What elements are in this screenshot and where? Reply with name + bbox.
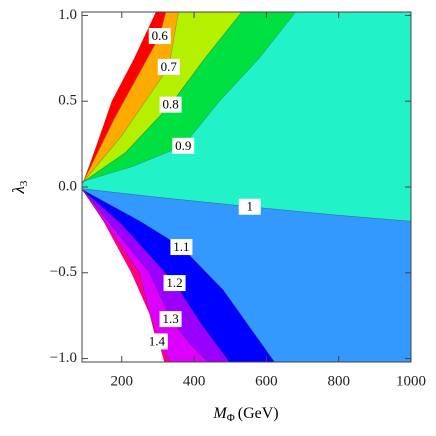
contour-label-text: 0.9 [175, 138, 191, 153]
contour-line [81, 11, 167, 185]
plot-area: 0.6 0.7 0.8 0.9 1 1.1 1.2 1.3 1.4 [81, 11, 412, 363]
y-label-subscript: 3 [18, 180, 30, 186]
contour-label-text: 0.8 [162, 97, 178, 112]
contour-label: 0.9 [172, 137, 195, 154]
contour-label-text: 1.4 [149, 333, 166, 348]
contour-line [81, 11, 179, 184]
x-tick-label: 600 [255, 373, 278, 389]
contour-label: 1.3 [159, 311, 182, 328]
contour-label: 0.7 [157, 58, 180, 75]
contour-label-text: 0.6 [152, 28, 169, 43]
y-tick-label: 1.0 [58, 7, 77, 23]
contour-label-box [170, 239, 193, 256]
x-axis-label: MΦ (GeV) [212, 405, 278, 424]
contour-label-text: 1.3 [162, 311, 178, 326]
contour-label-box [172, 137, 195, 154]
contour-label: 1.1 [170, 239, 193, 256]
contour-label-box [157, 58, 180, 75]
contour-line [81, 11, 296, 183]
y-tick-label: −1.0 [50, 350, 77, 366]
contour-label-box [163, 275, 186, 292]
contour-label: 0.8 [159, 96, 182, 113]
y-tick-label: 0.0 [58, 178, 77, 194]
x-tick-label: 200 [111, 373, 134, 389]
x-tick-label: 400 [183, 373, 206, 389]
y-label-symbol: λ [9, 186, 28, 194]
contour-label: 1 [238, 198, 261, 215]
contour-label-text: 0.7 [161, 59, 178, 74]
contour-line [81, 188, 171, 363]
x-label-symbol: M [212, 405, 228, 422]
x-label-unit: (GeV) [238, 405, 279, 422]
contour-label: 1.2 [163, 275, 186, 292]
contour-label-box [159, 311, 182, 328]
contour-label-text: 1 [247, 199, 254, 214]
x-tick-label: 1000 [396, 373, 426, 389]
contour-label-box [145, 333, 168, 350]
contour-label-text: 1.1 [173, 239, 189, 254]
contour-label-text: 1.2 [166, 275, 182, 290]
x-tick-label: 800 [327, 373, 350, 389]
contour-label-box [159, 96, 182, 113]
contour-label-box [238, 198, 261, 215]
contour-label: 0.6 [148, 28, 171, 45]
y-tick-label: 0.5 [58, 93, 77, 109]
y-axis-label: λ3 [9, 180, 30, 194]
contour-label: 1.4 [145, 333, 168, 350]
x-label-subscript: Φ [227, 412, 235, 424]
y-tick-label: −0.5 [50, 264, 77, 280]
contour-label-box [148, 28, 171, 45]
